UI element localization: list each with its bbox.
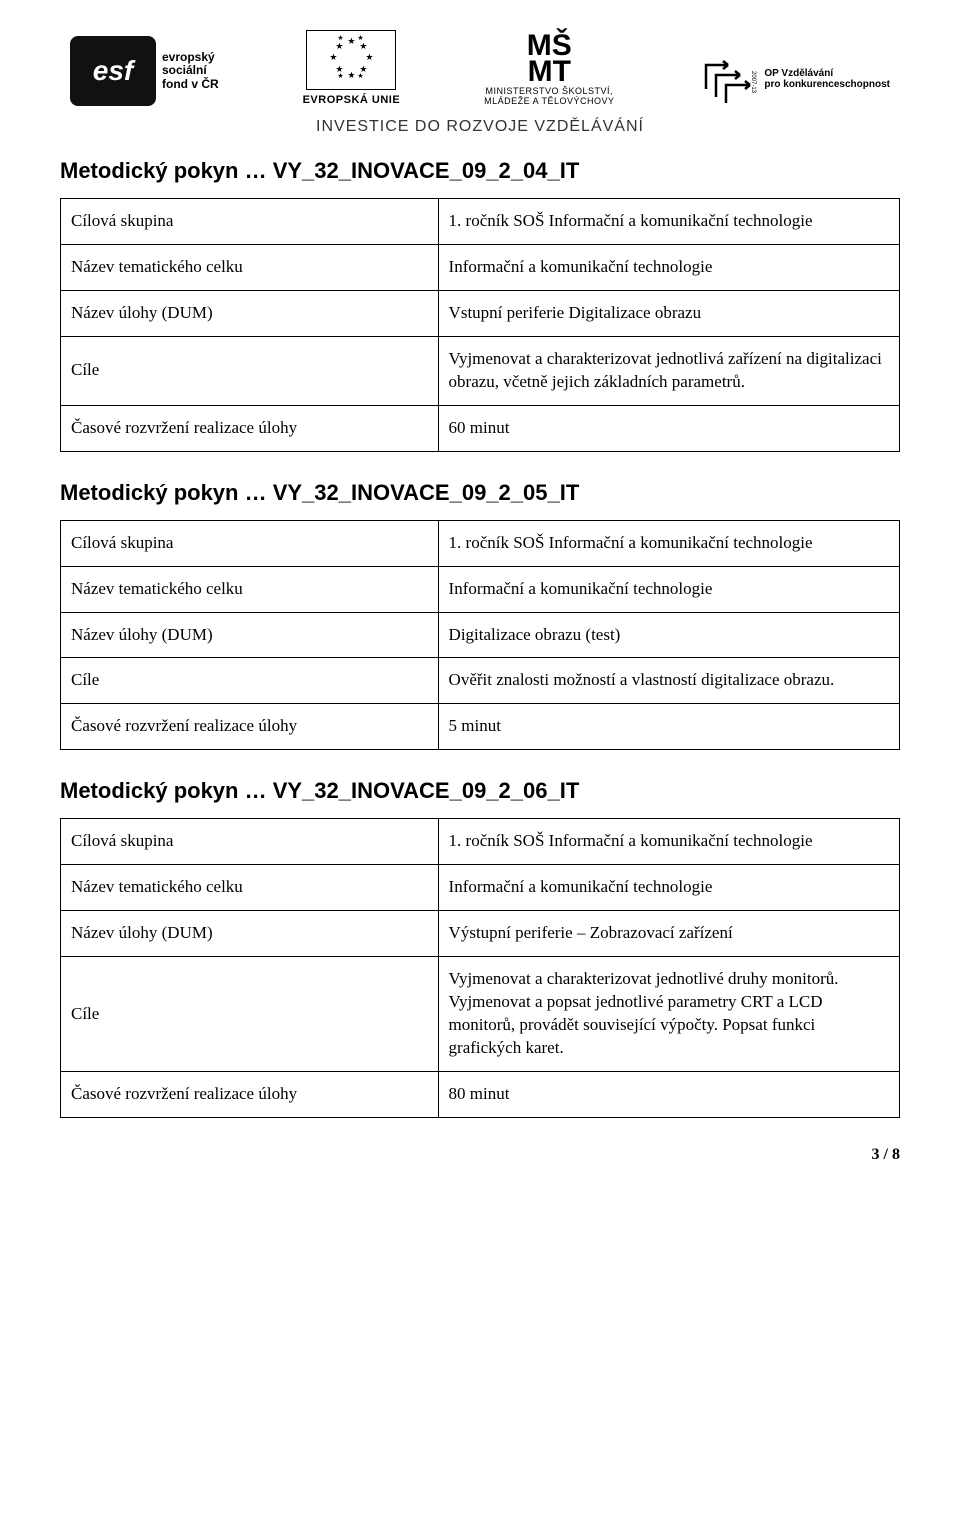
table-row: Název úlohy (DUM) Digitalizace obrazu (t… (61, 612, 900, 658)
label-cilova: Cílová skupina (61, 520, 439, 566)
value-nazev-tem: Informační a komunikační technologie (438, 244, 899, 290)
logo-msmt: MŠ MT MINISTERSTVO ŠKOLSTVÍ, MLÁDEŽE A T… (484, 33, 614, 106)
table-row: Cíle Ověřit znalosti možností a vlastnos… (61, 658, 900, 704)
msmt-line2: MLÁDEŽE A TĚLOVÝCHOVY (484, 96, 614, 106)
op-icon: 2007-13 (698, 51, 758, 106)
value-cile: Vyjmenovat a charakterizovat jednotlivé … (438, 957, 899, 1072)
page-number: 3 / 8 (60, 1146, 900, 1164)
msmt-icon: MŠ MT (527, 33, 572, 84)
value-cile: Ověřit znalosti možností a vlastností di… (438, 658, 899, 704)
table-04: Cílová skupina 1. ročník SOŠ Informační … (60, 198, 900, 452)
logo-op: 2007-13 OP Vzdělávání pro konkurencescho… (698, 51, 890, 106)
eu-label: EVROPSKÁ UNIE (303, 94, 401, 106)
value-cilova: 1. ročník SOŠ Informační a komunikační t… (438, 819, 899, 865)
eu-flag-icon: ★ ★ ★ ★ ★ ★ ★ ★ ★ ★ ★ ★ (306, 30, 396, 90)
section-heading-05: Metodický pokyn … VY_32_INOVACE_09_2_05_… (60, 480, 900, 506)
label-cas: Časové rozvržení realizace úlohy (61, 405, 439, 451)
label-cilova: Cílová skupina (61, 819, 439, 865)
label-cile: Cíle (61, 336, 439, 405)
table-row: Název úlohy (DUM) Výstupní periferie – Z… (61, 911, 900, 957)
document-page: esf evropský sociální fond v ČR ★ ★ ★ ★ … (0, 0, 960, 1194)
logo-eu: ★ ★ ★ ★ ★ ★ ★ ★ ★ ★ ★ ★ EVROPSKÁ UNIE (303, 30, 401, 106)
value-nazev-tem: Informační a komunikační technologie (438, 566, 899, 612)
table-row: Název tematického celku Informační a kom… (61, 244, 900, 290)
table-row: Cíle Vyjmenovat a charakterizovat jednot… (61, 957, 900, 1072)
table-row: Cílová skupina 1. ročník SOŠ Informační … (61, 520, 900, 566)
table-row: Časové rozvržení realizace úlohy 5 minut (61, 704, 900, 750)
label-nazev-ulohy: Název úlohy (DUM) (61, 612, 439, 658)
esf-text: evropský sociální fond v ČR (162, 51, 219, 91)
msmt-text: MINISTERSTVO ŠKOLSTVÍ, MLÁDEŽE A TĚLOVÝC… (484, 86, 614, 106)
value-nazev-ulohy: Digitalizace obrazu (test) (438, 612, 899, 658)
value-nazev-ulohy: Výstupní periferie – Zobrazovací zařízen… (438, 911, 899, 957)
header-logos: esf evropský sociální fond v ČR ★ ★ ★ ★ … (60, 30, 900, 106)
table-row: Název tematického celku Informační a kom… (61, 566, 900, 612)
op-line2: pro konkurenceschopnost (764, 79, 890, 90)
label-cilova: Cílová skupina (61, 199, 439, 245)
table-row: Cíle Vyjmenovat a charakterizovat jednot… (61, 336, 900, 405)
logo-esf: esf evropský sociální fond v ČR (70, 36, 219, 106)
esf-line2: sociální (162, 64, 219, 77)
label-nazev-tem: Název tematického celku (61, 566, 439, 612)
value-cilova: 1. ročník SOŠ Informační a komunikační t… (438, 199, 899, 245)
table-row: Časové rozvržení realizace úlohy 80 minu… (61, 1071, 900, 1117)
table-row: Cílová skupina 1. ročník SOŠ Informační … (61, 819, 900, 865)
svg-text:2007-13: 2007-13 (750, 71, 756, 94)
table-row: Název tematického celku Informační a kom… (61, 865, 900, 911)
label-nazev-tem: Název tematického celku (61, 244, 439, 290)
label-cas: Časové rozvržení realizace úlohy (61, 1071, 439, 1117)
section-heading-06: Metodický pokyn … VY_32_INOVACE_09_2_06_… (60, 778, 900, 804)
value-cas: 5 minut (438, 704, 899, 750)
esf-line3: fond v ČR (162, 78, 219, 91)
value-cas: 60 minut (438, 405, 899, 451)
value-cile: Vyjmenovat a charakterizovat jednotlivá … (438, 336, 899, 405)
label-cile: Cíle (61, 957, 439, 1072)
op-line1: OP Vzdělávání (764, 68, 890, 79)
value-nazev-tem: Informační a komunikační technologie (438, 865, 899, 911)
label-cas: Časové rozvržení realizace úlohy (61, 704, 439, 750)
table-row: Časové rozvržení realizace úlohy 60 minu… (61, 405, 900, 451)
label-nazev-ulohy: Název úlohy (DUM) (61, 911, 439, 957)
msmt-mark-bottom: MT (527, 59, 572, 85)
label-nazev-ulohy: Název úlohy (DUM) (61, 290, 439, 336)
value-nazev-ulohy: Vstupní periferie Digitalizace obrazu (438, 290, 899, 336)
section-heading-04: Metodický pokyn … VY_32_INOVACE_09_2_04_… (60, 158, 900, 184)
label-cile: Cíle (61, 658, 439, 704)
investice-tagline: INVESTICE DO ROZVOJE VZDĚLÁVÁNÍ (60, 118, 900, 136)
table-row: Název úlohy (DUM) Vstupní periferie Digi… (61, 290, 900, 336)
msmt-line1: MINISTERSTVO ŠKOLSTVÍ, (484, 86, 614, 96)
op-text: OP Vzdělávání pro konkurenceschopnost (764, 68, 890, 90)
value-cilova: 1. ročník SOŠ Informační a komunikační t… (438, 520, 899, 566)
label-nazev-tem: Název tematického celku (61, 865, 439, 911)
table-06: Cílová skupina 1. ročník SOŠ Informační … (60, 818, 900, 1118)
esf-icon: esf (70, 36, 156, 106)
table-05: Cílová skupina 1. ročník SOŠ Informační … (60, 520, 900, 751)
value-cas: 80 minut (438, 1071, 899, 1117)
table-row: Cílová skupina 1. ročník SOŠ Informační … (61, 199, 900, 245)
